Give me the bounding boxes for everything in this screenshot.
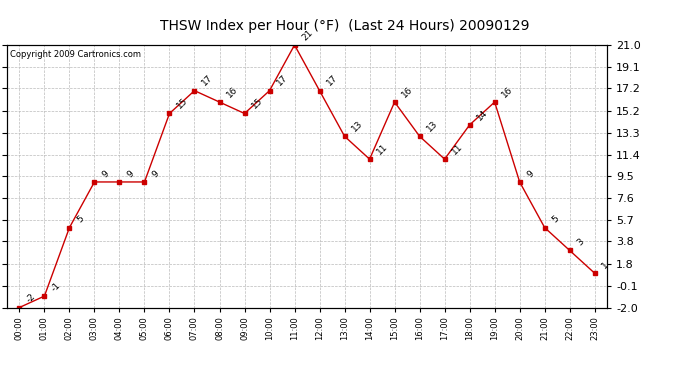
Text: 9: 9 <box>100 169 110 179</box>
Text: -2: -2 <box>25 292 37 305</box>
Text: -1: -1 <box>50 280 63 293</box>
Text: 5: 5 <box>75 214 86 225</box>
Text: 9: 9 <box>525 169 535 179</box>
Text: 16: 16 <box>400 85 415 99</box>
Text: 9: 9 <box>150 169 161 179</box>
Text: 16: 16 <box>500 85 515 99</box>
Text: 16: 16 <box>225 85 239 99</box>
Text: 15: 15 <box>250 96 264 111</box>
Text: 11: 11 <box>450 142 464 156</box>
Text: 21: 21 <box>300 28 315 42</box>
Text: 11: 11 <box>375 142 390 156</box>
Text: 1: 1 <box>600 260 611 270</box>
Text: 3: 3 <box>575 237 586 248</box>
Text: 15: 15 <box>175 96 190 111</box>
Text: 17: 17 <box>275 74 290 88</box>
Text: Copyright 2009 Cartronics.com: Copyright 2009 Cartronics.com <box>10 50 141 59</box>
Text: 17: 17 <box>200 74 215 88</box>
Text: 13: 13 <box>425 119 440 134</box>
Text: 9: 9 <box>125 169 135 179</box>
Text: THSW Index per Hour (°F)  (Last 24 Hours) 20090129: THSW Index per Hour (°F) (Last 24 Hours)… <box>160 19 530 33</box>
Text: 5: 5 <box>550 214 561 225</box>
Text: 14: 14 <box>475 108 490 122</box>
Text: 17: 17 <box>325 74 339 88</box>
Text: 13: 13 <box>350 119 364 134</box>
